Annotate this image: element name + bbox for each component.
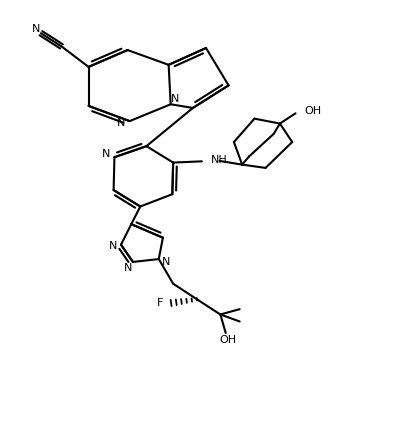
Text: N: N xyxy=(102,150,110,159)
Text: OH: OH xyxy=(219,334,236,344)
Text: N: N xyxy=(171,94,179,104)
Text: N: N xyxy=(117,118,125,128)
Text: N: N xyxy=(31,24,40,34)
Text: F: F xyxy=(157,298,163,308)
Text: OH: OH xyxy=(304,106,322,116)
Text: NH: NH xyxy=(211,155,228,165)
Text: N: N xyxy=(162,257,170,267)
Text: N: N xyxy=(109,241,117,251)
Text: N: N xyxy=(124,262,132,272)
